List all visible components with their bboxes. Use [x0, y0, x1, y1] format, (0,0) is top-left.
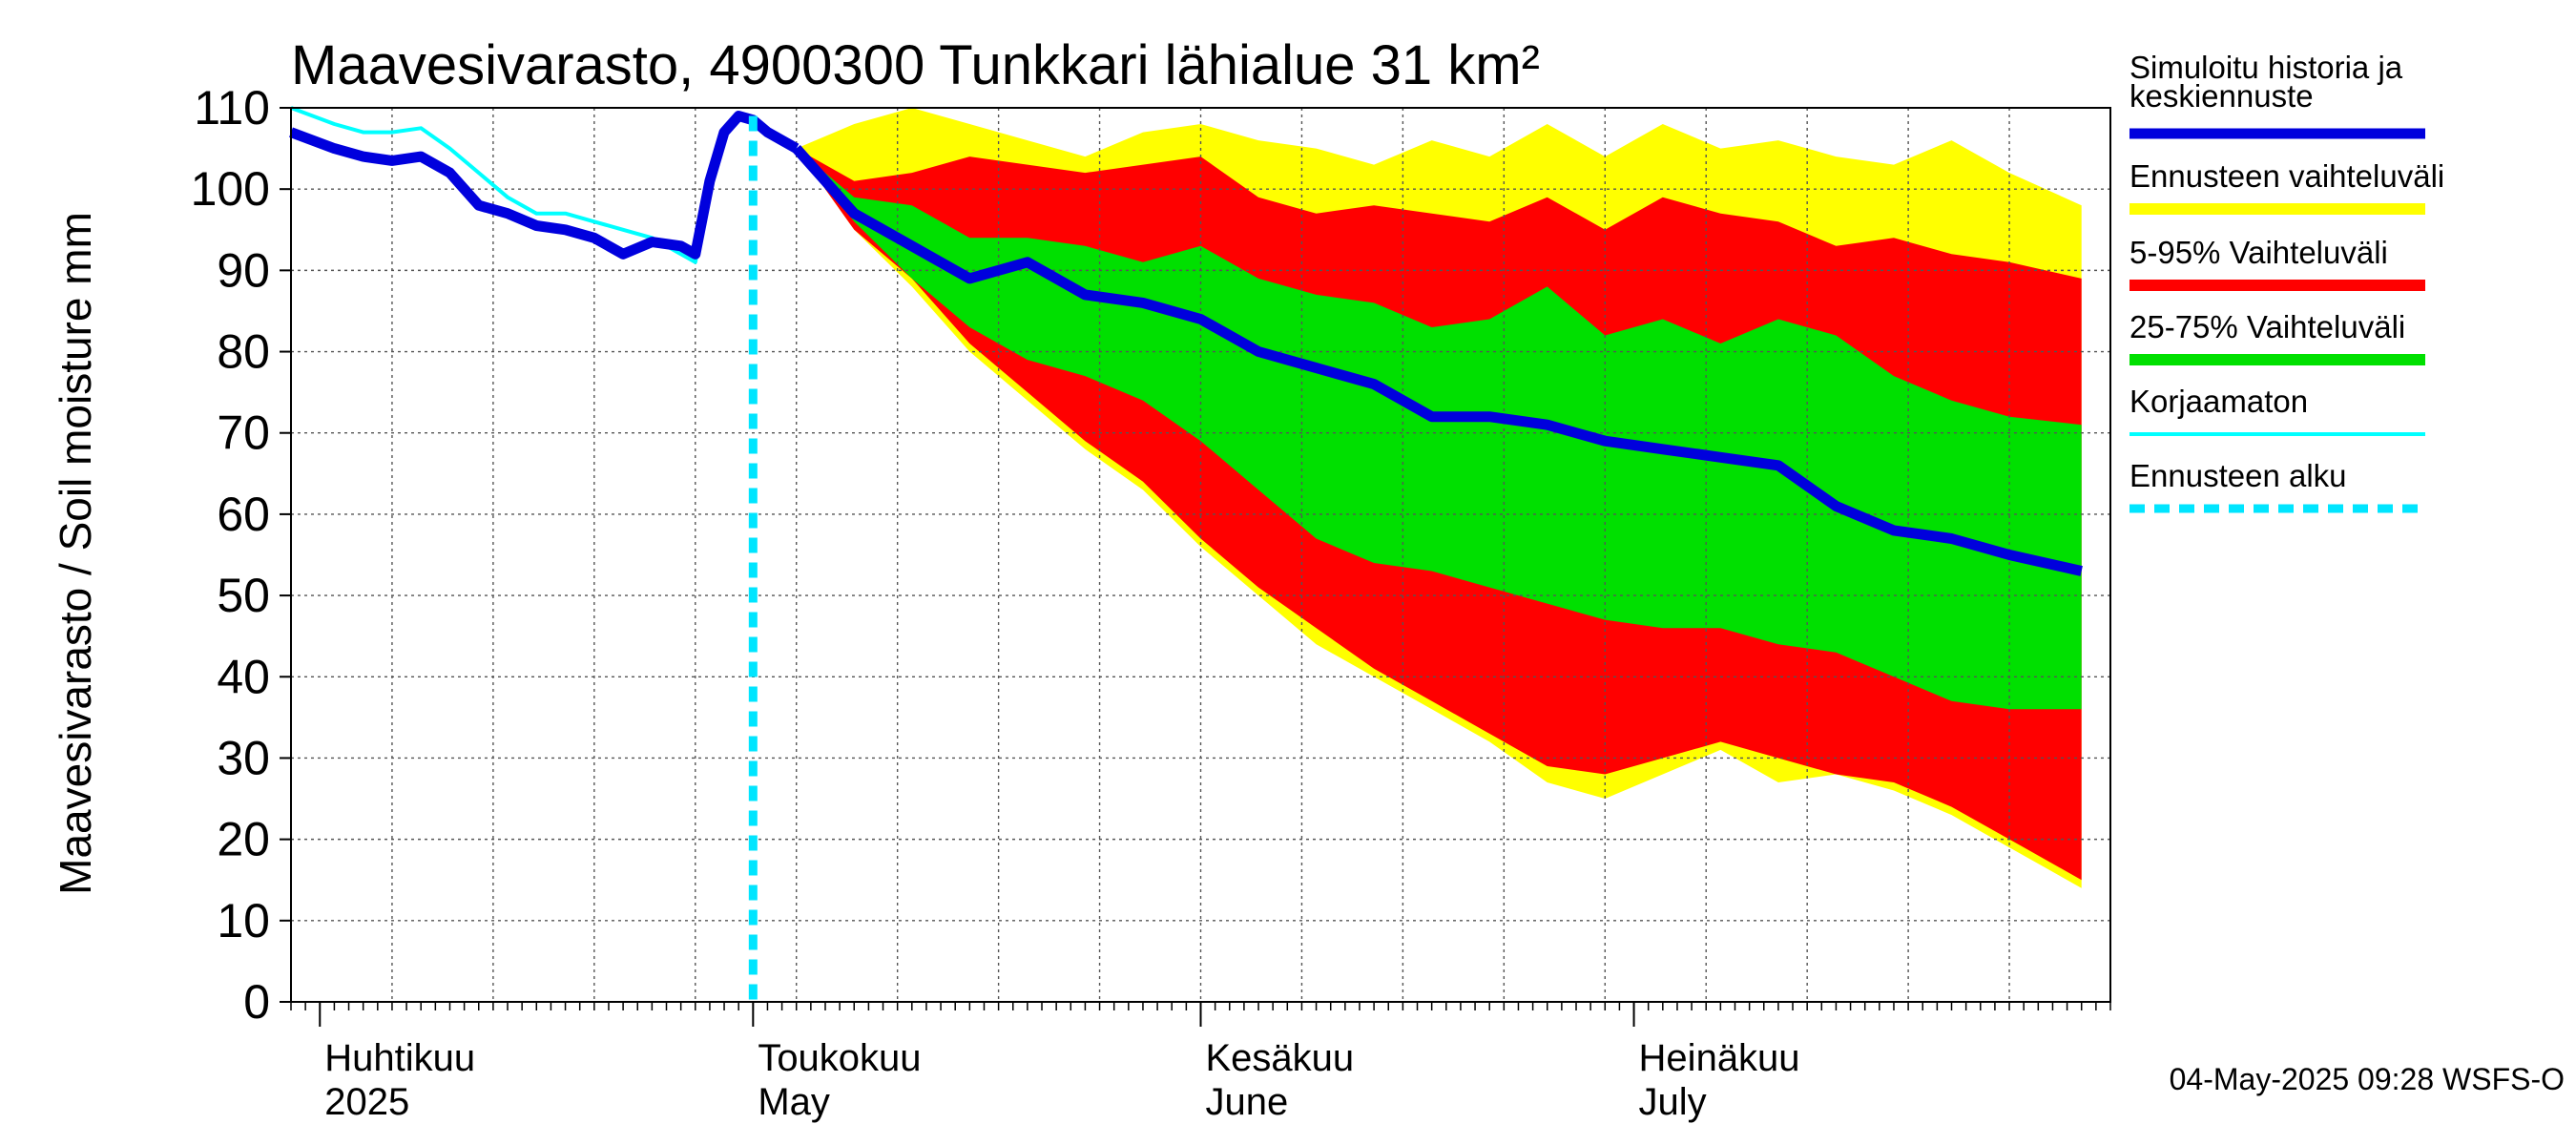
series-lines: [289, 106, 2083, 1002]
band-25-75: [796, 148, 2082, 710]
legend-label: Ennusteen vaihteluväli: [2129, 158, 2444, 194]
legend-label: Ennusteen alku: [2129, 458, 2347, 493]
x-month-label: Huhtikuu: [324, 1037, 475, 1079]
y-tick-label: 30: [217, 731, 270, 784]
legend-label: Korjaamaton: [2129, 384, 2308, 419]
y-tick-label: 100: [191, 162, 270, 216]
x-month-sublabel: May: [758, 1081, 830, 1123]
y-tick-label: 20: [217, 813, 270, 866]
x-month-sublabel: June: [1206, 1081, 1289, 1123]
y-axis-ticks: 0 10 20 30 40 50 60 70 80 90 100 110: [191, 81, 291, 1029]
x-month-sublabel: July: [1639, 1081, 1707, 1123]
legend-label: Simuloitu historia ja: [2129, 50, 2403, 85]
y-tick-label: 80: [217, 325, 270, 379]
legend-label: 25-75% Vaihteluväli: [2129, 309, 2405, 344]
y-tick-label: 10: [217, 894, 270, 947]
y-tick-label: 50: [217, 569, 270, 622]
y-tick-label: 70: [217, 406, 270, 460]
y-axis-label: Maavesivarasto / Soil moisture mm: [51, 212, 100, 895]
legend-label: keskiennuste: [2129, 78, 2314, 114]
x-month-sublabel: 2025: [324, 1081, 409, 1123]
y-tick-label: 40: [217, 650, 270, 703]
y-tick-label: 90: [217, 243, 270, 297]
timestamp-label: 04-May-2025 09:28 WSFS-O: [2170, 1062, 2565, 1096]
forecast-bands: [796, 108, 2082, 888]
series-simulated-history: [289, 111, 800, 260]
x-month-label: Toukokuu: [758, 1037, 921, 1079]
chart-title: Maavesivarasto, 4900300 Tunkkari lähialu…: [291, 34, 1540, 96]
x-month-label: Heinäkuu: [1639, 1037, 1800, 1079]
x-month-label: Kesäkuu: [1206, 1037, 1355, 1079]
y-tick-label: 0: [243, 975, 270, 1029]
grid-lines: [291, 108, 2110, 1002]
series-median-forecast: [792, 144, 2083, 576]
y-tick-label: 60: [217, 488, 270, 541]
y-tick-label: 110: [194, 81, 270, 135]
legend-label: 5-95% Vaihteluväli: [2129, 235, 2388, 270]
